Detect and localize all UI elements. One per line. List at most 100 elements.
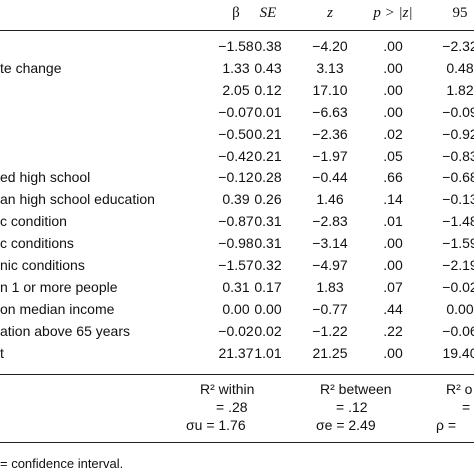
beta-cell: 0.39 — [222, 191, 250, 207]
p-cell: .00 — [383, 345, 403, 361]
p-cell: .14 — [383, 191, 403, 207]
ci-cell: −1.59 — [442, 235, 474, 251]
p-cell: .00 — [383, 235, 403, 251]
sigma-u: σu = 1.76 — [186, 417, 246, 433]
z-cell: 1.46 — [316, 191, 344, 207]
z-cell: −2.83 — [312, 213, 348, 229]
row-label: c conditions — [0, 235, 74, 251]
p-cell: .00 — [383, 82, 403, 98]
ci-cell: −0.92 — [442, 126, 474, 142]
se-cell: 0.38 — [254, 38, 282, 54]
se-cell: 0.17 — [254, 279, 282, 295]
beta-cell: −1.57 — [218, 257, 254, 273]
ci-cell: −0.83 — [442, 148, 474, 164]
se-cell: 0.26 — [254, 191, 282, 207]
ci-cell: −2.19 — [442, 257, 474, 273]
ci-cell: 1.82 — [446, 82, 474, 98]
row-label: c condition — [0, 213, 67, 229]
rho: ρ = — [436, 417, 457, 433]
beta-cell: −0.87 — [218, 213, 254, 229]
row-label: ation above 65 years — [0, 323, 130, 339]
z-cell: −1.97 — [312, 148, 348, 164]
p-cell: .00 — [383, 104, 403, 120]
row-label: on median income — [0, 301, 115, 317]
r2-within-value: = .28 — [216, 399, 248, 415]
se-cell: 0.01 — [254, 104, 282, 120]
beta-cell: 0.00 — [222, 301, 250, 317]
beta-cell: −0.12 — [218, 169, 254, 185]
table-note: = confidence interval. — [0, 456, 124, 471]
ci-cell: −2.32 — [442, 38, 474, 54]
footer-rule — [0, 442, 474, 443]
p-cell: .00 — [383, 257, 403, 273]
p-cell: .02 — [383, 126, 403, 142]
p-cell: .44 — [383, 301, 403, 317]
se-cell: 0.43 — [254, 60, 282, 76]
ci-cell: 0.48 — [446, 60, 474, 76]
se-cell: 0.21 — [254, 148, 282, 164]
z-cell: −0.44 — [312, 169, 348, 185]
p-cell: .66 — [383, 169, 403, 185]
ci-cell: −0.68 — [442, 169, 474, 185]
z-cell: 21.25 — [312, 345, 348, 361]
beta-cell: −0.98 — [218, 235, 254, 251]
z-cell: 17.10 — [312, 82, 348, 98]
p-cell: .00 — [383, 60, 403, 76]
z-cell: −3.14 — [312, 235, 348, 251]
r2-between-value: = .12 — [336, 399, 368, 415]
header-p: p > |z| — [373, 5, 413, 21]
row-label: ed high school — [0, 169, 91, 185]
beta-cell: −1.58 — [218, 38, 254, 54]
header-z: z — [327, 5, 333, 21]
p-cell: .00 — [383, 38, 403, 54]
se-cell: 0.00 — [254, 301, 282, 317]
se-cell: 0.31 — [254, 213, 282, 229]
p-cell: .05 — [383, 148, 403, 164]
ci-cell: −0.06 — [442, 323, 474, 339]
beta-cell: 0.31 — [222, 279, 250, 295]
z-cell: −4.97 — [312, 257, 348, 273]
se-cell: 0.28 — [254, 169, 282, 185]
beta-cell: −0.42 — [218, 148, 254, 164]
r2-between-label: R² between — [320, 381, 392, 397]
header-ci: 95 — [452, 5, 468, 21]
row-label: an high school education — [0, 191, 155, 207]
se-cell: 1.01 — [254, 345, 282, 361]
z-cell: −6.63 — [312, 104, 348, 120]
r2-overall-label: R² o — [446, 381, 473, 397]
r2-within-label: R² within — [200, 381, 255, 397]
row-label: t — [0, 345, 4, 361]
z-cell: −2.36 — [312, 126, 348, 142]
ci-cell: −1.48 — [442, 213, 474, 229]
beta-cell: −0.02 — [218, 323, 254, 339]
se-cell: 0.32 — [254, 257, 282, 273]
ci-cell: 0.00 — [446, 301, 474, 317]
row-label: te change — [0, 60, 62, 76]
sigma-e: σe = 2.49 — [316, 417, 376, 433]
se-cell: 0.31 — [254, 235, 282, 251]
row-label: n 1 or more people — [0, 279, 118, 295]
se-cell: 0.02 — [254, 323, 282, 339]
p-cell: .01 — [383, 213, 403, 229]
z-cell: −4.20 — [312, 38, 348, 54]
se-cell: 0.12 — [254, 82, 282, 98]
beta-cell: 2.05 — [222, 82, 250, 98]
z-cell: 3.13 — [316, 60, 344, 76]
row-label: nic conditions — [0, 257, 85, 273]
header-rule — [0, 30, 474, 31]
ci-cell: −0.09 — [442, 104, 474, 120]
header-se: SE — [259, 5, 277, 21]
beta-cell: 1.33 — [222, 60, 250, 76]
p-cell: .22 — [383, 323, 403, 339]
beta-cell: 21.37 — [218, 345, 254, 361]
beta-cell: −0.07 — [218, 104, 254, 120]
ci-cell: 19.40 — [442, 345, 474, 361]
ci-cell: −0.02 — [442, 279, 474, 295]
ci-cell: −0.13 — [442, 191, 474, 207]
header-beta: β — [232, 5, 240, 21]
z-cell: 1.83 — [316, 279, 344, 295]
bottom-rule — [0, 374, 474, 375]
r2-overall-value: = — [462, 399, 471, 415]
z-cell: −1.22 — [312, 323, 348, 339]
